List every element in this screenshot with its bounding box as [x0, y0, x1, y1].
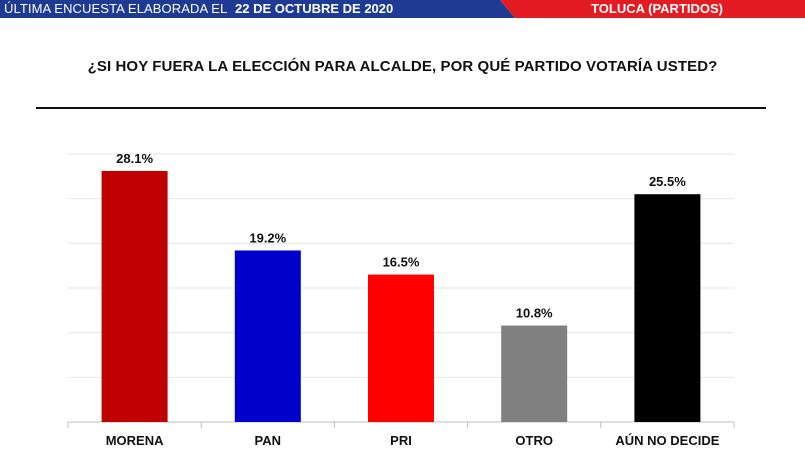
category-label: PAN	[255, 433, 281, 448]
data-label: 16.5%	[383, 255, 420, 270]
category-label: OTRO	[515, 433, 553, 448]
header-banner: ÚLTIMA ENCUESTA ELABORADA EL 22 DE OCTUB…	[0, 0, 805, 20]
bar-otro	[501, 325, 568, 422]
survey-date: 22 DE OCTUBRE DE 2020	[235, 1, 394, 16]
category-label: PRI	[390, 433, 412, 448]
header-banner-shape	[0, 0, 805, 18]
category-label: MORENA	[106, 433, 164, 448]
data-label: 25.5%	[649, 174, 686, 189]
bar-a-n-no-decide	[634, 194, 701, 422]
data-label: 19.2%	[249, 230, 286, 245]
title-divider	[36, 107, 766, 109]
bar-pan	[234, 250, 301, 422]
location-label: TOLUCA (PARTIDOS)	[591, 1, 723, 16]
data-label: 28.1%	[116, 151, 153, 166]
category-label: AÚN NO DECIDE	[615, 433, 719, 448]
bar-morena	[101, 170, 168, 422]
chart-question-title: ¿SI HOY FUERA LA ELECCIÓN PARA ALCALDE, …	[87, 58, 718, 75]
survey-date-text: ÚLTIMA ENCUESTA ELABORADA EL 22 DE OCTUB…	[4, 0, 393, 18]
bar-pri	[368, 274, 434, 422]
survey-prefix: ÚLTIMA ENCUESTA ELABORADA EL	[4, 1, 228, 16]
data-label: 10.8%	[516, 306, 553, 321]
